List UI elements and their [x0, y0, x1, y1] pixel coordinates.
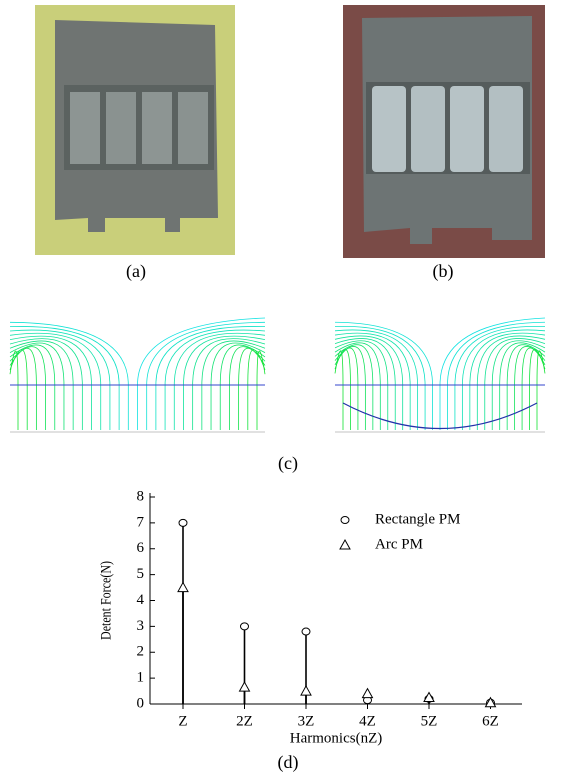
- field-line: [9, 338, 83, 430]
- field-line: [439, 317, 546, 430]
- field-line: [256, 350, 266, 430]
- field-plots: [9, 317, 546, 433]
- field-line: [506, 344, 546, 430]
- field-line: [9, 347, 37, 430]
- field-line: [334, 335, 404, 430]
- field-line: [334, 346, 366, 430]
- marker-circle: [301, 627, 311, 636]
- field-line: [229, 346, 266, 430]
- caption: (b): [433, 261, 454, 282]
- field-line: [334, 321, 433, 430]
- field-line: [334, 347, 359, 430]
- field-line: [9, 342, 65, 430]
- marker-circle: [340, 516, 350, 524]
- field-line: [146, 321, 266, 430]
- y-tick-label: 6: [137, 540, 145, 556]
- field-line: [334, 342, 381, 430]
- y-tick-label: 7: [137, 514, 145, 530]
- x-tick-label: 5Z: [421, 713, 438, 729]
- y-tick-label: 3: [137, 618, 145, 634]
- marker-triangle: [300, 685, 312, 696]
- field-line: [9, 335, 92, 430]
- legend-label: Rectangle PM: [375, 511, 460, 527]
- field-line: [9, 344, 56, 430]
- caption: (d): [278, 752, 299, 773]
- field-line: [484, 338, 546, 430]
- field-line: [9, 346, 46, 430]
- field-line: [210, 342, 266, 430]
- field-line: [9, 329, 111, 430]
- photo-b: [343, 5, 545, 258]
- x-axis-label: Harmonics(nZ): [290, 730, 382, 746]
- field-line: [461, 329, 546, 430]
- field-line: [9, 326, 120, 430]
- field-line: [334, 325, 426, 430]
- marker-triangle: [484, 696, 497, 708]
- field-line: [183, 335, 266, 430]
- y-tick-label: 2: [137, 644, 145, 660]
- field-line: [164, 329, 266, 430]
- field-line: [334, 344, 374, 430]
- magnet-arc: [342, 402, 538, 429]
- y-tick-label: 0: [137, 695, 145, 711]
- caption: (c): [278, 453, 298, 474]
- field-line: [192, 338, 266, 430]
- y-tick-label: 1: [137, 670, 145, 686]
- x-tick-label: Z: [178, 713, 187, 729]
- marker-triangle: [238, 681, 251, 692]
- field-line: [173, 332, 266, 430]
- photo-a: [35, 5, 235, 255]
- field-line: [9, 332, 102, 430]
- x-tick-label: 4Z: [359, 713, 376, 729]
- field-line: [201, 340, 266, 430]
- x-tick-label: 6Z: [482, 713, 499, 729]
- y-tick-label: 5: [137, 566, 145, 582]
- field-line: [454, 325, 546, 430]
- y-tick-label: 4: [137, 592, 145, 608]
- marker-circle: [240, 622, 249, 631]
- field-line: [491, 340, 546, 430]
- y-axis-label: Detent Force(N): [97, 561, 115, 640]
- field-line: [9, 350, 19, 430]
- field-line: [238, 347, 266, 430]
- field-line: [334, 338, 396, 430]
- marker-triangle: [339, 538, 351, 550]
- marker-triangle: [361, 687, 374, 699]
- field-line: [334, 332, 411, 430]
- field-line: [476, 335, 546, 430]
- field-line: [247, 349, 266, 430]
- field-line: [334, 340, 389, 430]
- marker-triangle: [423, 691, 435, 703]
- field-line: [334, 349, 351, 430]
- field-line: [9, 349, 28, 430]
- field-line: [219, 344, 266, 430]
- field-line: [9, 340, 74, 430]
- field-line: [469, 332, 546, 430]
- field-line: [334, 329, 419, 430]
- caption: (a): [126, 261, 146, 282]
- field-line: [529, 349, 546, 430]
- field-line: [447, 321, 546, 430]
- marker-circle: [178, 518, 188, 527]
- x-tick-label: 3Z: [298, 713, 315, 729]
- x-tick-label: 2Z: [236, 713, 253, 729]
- chart: 0 1 2 3 4 5 6 7 8 Detent Force(N) Harmonics(nZ) Z 2Z…: [97, 488, 522, 746]
- field-line: [155, 326, 266, 430]
- field-line: [9, 321, 129, 430]
- marker-triangle: [177, 581, 189, 593]
- field-line: [137, 317, 266, 430]
- field-line: [499, 342, 546, 430]
- y-tick-label: 8: [137, 488, 145, 504]
- legend-label: Arc PM: [375, 536, 423, 552]
